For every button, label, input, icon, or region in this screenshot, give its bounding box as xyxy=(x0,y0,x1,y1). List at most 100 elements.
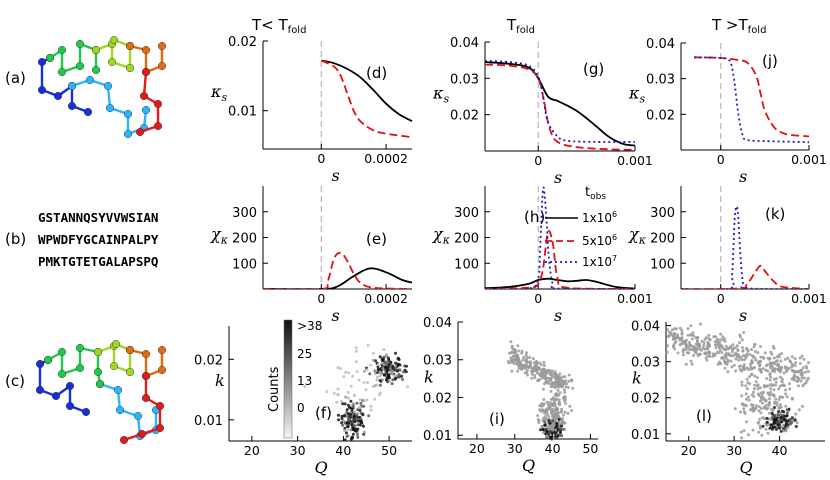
scatter-point xyxy=(538,367,542,371)
scatter-point xyxy=(773,425,776,429)
scatter-point xyxy=(753,374,757,378)
scatter-point xyxy=(695,346,699,350)
scatter-point xyxy=(336,387,340,391)
scatter-point xyxy=(769,375,772,379)
scatter-point xyxy=(511,347,515,351)
scatter-point xyxy=(668,330,671,334)
scatter-point xyxy=(777,355,781,359)
scatter-point xyxy=(708,344,712,348)
scatter-point xyxy=(738,368,742,371)
scatter-point xyxy=(785,414,789,418)
scatter-point xyxy=(751,354,755,358)
x-axis-label: s xyxy=(332,166,340,185)
scatter-point xyxy=(375,383,379,387)
x-tick-label: 30 xyxy=(726,443,742,458)
panel-label: (f) xyxy=(315,404,332,422)
scatter-point xyxy=(759,370,763,374)
scatter-point xyxy=(359,405,363,409)
scatter-point xyxy=(788,387,792,391)
scatter-point xyxy=(794,425,798,428)
x-tick-label: 40 xyxy=(772,443,788,458)
scatter-point xyxy=(720,356,723,360)
scatter-point xyxy=(567,373,571,377)
panel-label: (l) xyxy=(696,407,712,425)
lattice-bead xyxy=(103,81,112,90)
scatter-point xyxy=(759,345,762,348)
scatter-point xyxy=(358,398,362,402)
scatter-point xyxy=(800,354,804,358)
scatter-point xyxy=(533,376,537,380)
scatter-point xyxy=(762,417,766,421)
y-tick-label: 0.02 xyxy=(631,392,660,407)
scatter-point xyxy=(356,427,360,431)
scatter-point xyxy=(557,379,561,383)
scatter-point xyxy=(775,401,779,404)
scatter-point xyxy=(798,362,802,365)
y-tick-label: 0.01 xyxy=(423,429,452,444)
row-label-a: (a) xyxy=(5,69,26,87)
lattice-bead xyxy=(141,105,150,114)
scatter-point xyxy=(793,418,797,422)
scatter-point xyxy=(382,363,386,367)
scatter-point xyxy=(354,429,358,433)
scatter-point xyxy=(362,424,365,428)
scatter-point xyxy=(764,427,768,431)
panel-label: (g) xyxy=(583,60,604,78)
scatter-point xyxy=(744,397,748,401)
y-axis-label: k xyxy=(632,369,642,388)
scatter-point xyxy=(340,414,344,418)
scatter-point xyxy=(360,421,363,425)
x-tick-label: 30 xyxy=(507,441,523,456)
legend-title: tobs xyxy=(585,185,606,202)
x-axis-label: Q xyxy=(740,458,753,477)
scatter-point xyxy=(759,395,763,399)
scatter-point xyxy=(757,420,761,424)
column-headers: T< Tfold Tfold T >Tfold xyxy=(251,16,766,36)
scatter-point xyxy=(782,410,786,414)
lattice-bead xyxy=(65,402,74,411)
lattice-bead xyxy=(157,62,166,71)
scatter-point xyxy=(533,373,537,377)
scatter-point xyxy=(543,420,547,424)
scatter-point xyxy=(806,370,810,373)
x-tick-label: 0 xyxy=(717,152,725,167)
scatter-point xyxy=(513,354,517,358)
y-tick-label: 0.04 xyxy=(423,316,452,331)
scatter-point xyxy=(745,377,749,381)
scatter-point xyxy=(751,409,755,413)
scatter-point xyxy=(781,395,785,399)
scatter-point xyxy=(346,421,350,425)
scatter-point xyxy=(536,379,540,382)
scatter-point xyxy=(740,394,744,398)
scatter-point xyxy=(704,356,708,360)
scatter-point xyxy=(719,332,723,336)
lattice-bead xyxy=(83,107,92,116)
scatter-point xyxy=(563,410,567,414)
scatter-point xyxy=(525,361,529,365)
scatter-point xyxy=(561,413,565,417)
lattice-bead xyxy=(54,91,63,100)
scatter-point xyxy=(711,352,715,356)
scatter-point xyxy=(778,411,782,415)
scatter-point xyxy=(793,373,797,377)
scatter-point xyxy=(530,372,534,376)
scatter-point xyxy=(371,384,375,388)
scatter-point xyxy=(758,424,762,428)
scatter-point xyxy=(774,419,778,423)
scatter-point xyxy=(541,368,545,372)
scatter-point xyxy=(708,338,712,342)
scatter-point xyxy=(734,369,738,373)
scatter-point xyxy=(346,391,350,394)
lattice-bead xyxy=(85,75,94,84)
scatter-point xyxy=(535,359,538,363)
scatter-point xyxy=(543,423,547,427)
scatter-point xyxy=(768,371,772,375)
scatter-point xyxy=(739,355,743,359)
scatter-point xyxy=(342,419,346,423)
x-tick-label: 0.001 xyxy=(791,152,827,167)
scatter-point xyxy=(560,434,564,438)
scatter-point xyxy=(739,430,743,434)
y-axis-label: k xyxy=(215,371,225,390)
scatter-point xyxy=(706,354,710,358)
lattice-bead xyxy=(46,54,55,63)
